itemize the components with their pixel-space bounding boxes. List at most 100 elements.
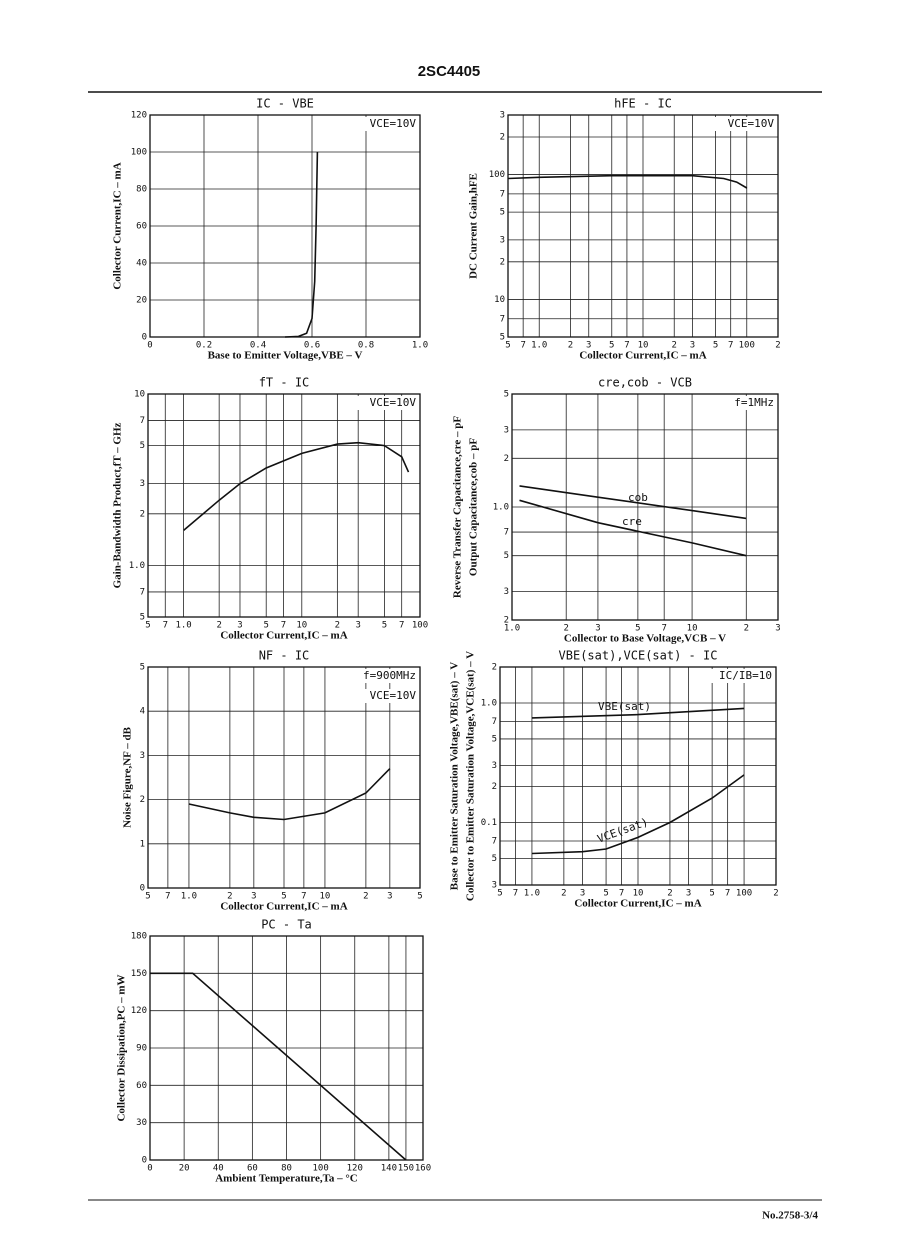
y-tick-label: 5: [500, 208, 505, 218]
y-tick-label: 3: [500, 235, 505, 245]
plot-frame: [507, 114, 779, 338]
y-axis-label: Base to Emitter Saturation Voltage,VBE(s…: [449, 662, 461, 891]
x-tick-label: 7: [301, 892, 306, 902]
x-tick-label: 5: [603, 889, 608, 899]
x-tick-label: 10: [633, 889, 644, 899]
series-line: [531, 774, 745, 855]
x-tick-label: 1.0: [504, 624, 520, 634]
y-tick-label: 7: [500, 314, 505, 324]
plot-frame: [499, 666, 777, 886]
x-tick-label: 5: [145, 892, 150, 902]
annotation: IC/IB=10: [719, 669, 772, 682]
y-tick-label: 2: [500, 257, 505, 267]
y-tick-label: 5: [492, 854, 497, 864]
y-tick-label: 150: [131, 969, 147, 979]
y-tick-label: 180: [131, 932, 147, 942]
x-tick-label: 100: [739, 341, 755, 351]
chart-title: cre,cob - VCB: [598, 376, 692, 390]
x-tick-label: 7: [661, 624, 666, 634]
x-tick-label: 7: [725, 889, 730, 899]
y-tick-label: 1.0: [493, 503, 509, 513]
y-tick-label: 5: [140, 613, 145, 623]
y-tick-label: 5: [492, 734, 497, 744]
chart-title: VBE(sat),VCE(sat) - IC: [559, 649, 718, 663]
x-tick-label: 2: [773, 889, 778, 899]
header: 2SC4405: [418, 63, 481, 80]
y-tick-label: 7: [492, 837, 497, 847]
x-tick-label: 3: [387, 892, 392, 902]
x-axis-label: Collector Current,IC – mA: [574, 898, 701, 910]
x-tick-label: 3: [355, 621, 360, 631]
series-line: [183, 441, 410, 532]
y-tick-label: 0.1: [481, 818, 497, 828]
y-tick-label: 2: [504, 454, 509, 464]
x-tick-label: 140: [381, 1164, 397, 1174]
x-tick-label: 2: [335, 621, 340, 631]
chart-title: hFE - IC: [614, 97, 672, 111]
x-tick-label: 10: [638, 341, 649, 351]
y-tick-label: 10: [134, 390, 145, 400]
y-axis-label: Collector Dissipation,PC – mW: [116, 974, 128, 1121]
x-tick-label: 60: [247, 1164, 258, 1174]
x-tick-label: 7: [728, 341, 733, 351]
x-tick-label: 3: [586, 341, 591, 351]
series-line: [150, 972, 407, 1161]
x-tick-label: 5: [145, 621, 150, 631]
x-tick-label: 1.0: [531, 341, 547, 351]
y-tick-label: 0: [142, 333, 147, 343]
plot-frame: [147, 393, 421, 618]
y-tick-label: 1.0: [129, 561, 145, 571]
y-tick-label: 5: [504, 551, 509, 561]
series-line: [284, 151, 319, 338]
x-tick-label: 5: [497, 889, 502, 899]
y-tick-label: 7: [140, 416, 145, 426]
x-tick-label: 2: [744, 624, 749, 634]
y-axis-label: Output Capacitance,cob – pF: [468, 438, 480, 576]
plot-frame: [511, 393, 779, 621]
annotation: VCE=10V: [370, 117, 417, 130]
y-tick-label: 80: [136, 185, 147, 195]
y-axis-label: Gain-Bandwidth Product,fT – GHz: [112, 422, 124, 588]
y-tick-label: 120: [131, 1006, 147, 1016]
y-axis-label: DC Current Gain,hFE: [468, 173, 480, 279]
y-tick-label: 3: [492, 761, 497, 771]
x-tick-label: 3: [251, 892, 256, 902]
y-tick-label: 7: [492, 717, 497, 727]
y-tick-label: 60: [136, 1081, 147, 1091]
x-tick-label: 0.4: [250, 341, 266, 351]
x-tick-label: 0.2: [196, 341, 212, 351]
series-line: [519, 499, 747, 557]
annotation: f=900MHz: [363, 669, 416, 682]
x-tick-label: 7: [399, 621, 404, 631]
x-tick-label: 2: [216, 621, 221, 631]
x-tick-label: 3: [595, 624, 600, 634]
x-tick-label: 7: [619, 889, 624, 899]
y-tick-label: 3: [140, 479, 145, 489]
y-tick-label: 0: [140, 884, 145, 894]
y-tick-label: 3: [504, 587, 509, 597]
x-tick-label: 3: [580, 889, 585, 899]
x-tick-label: 3: [686, 889, 691, 899]
y-tick-label: 3: [492, 881, 497, 891]
y-axis-label: Reverse Transfer Capacitance,cre – pF: [452, 416, 464, 598]
x-tick-label: 7: [520, 341, 525, 351]
x-tick-label: 20: [179, 1164, 190, 1174]
y-tick-label: 4: [140, 707, 145, 717]
y-tick-label: 7: [504, 528, 509, 538]
annotation-bg: [354, 689, 416, 703]
x-tick-label: 1.0: [181, 892, 197, 902]
x-tick-label: 5: [281, 892, 286, 902]
y-tick-label: 40: [136, 259, 147, 269]
x-axis-label: Collector to Base Voltage,VCB – V: [564, 633, 726, 645]
plot-frame: [147, 666, 421, 889]
x-tick-label: 120: [347, 1164, 363, 1174]
series-label: cob: [628, 491, 648, 504]
y-tick-label: 3: [140, 751, 145, 761]
y-tick-label: 3: [500, 111, 505, 121]
chart-title: fT - IC: [259, 376, 310, 390]
annotation: VCE=10V: [728, 117, 775, 130]
x-tick-label: 100: [312, 1164, 328, 1174]
y-tick-label: 120: [131, 111, 147, 121]
x-tick-label: 5: [635, 624, 640, 634]
x-tick-label: 3: [775, 624, 780, 634]
